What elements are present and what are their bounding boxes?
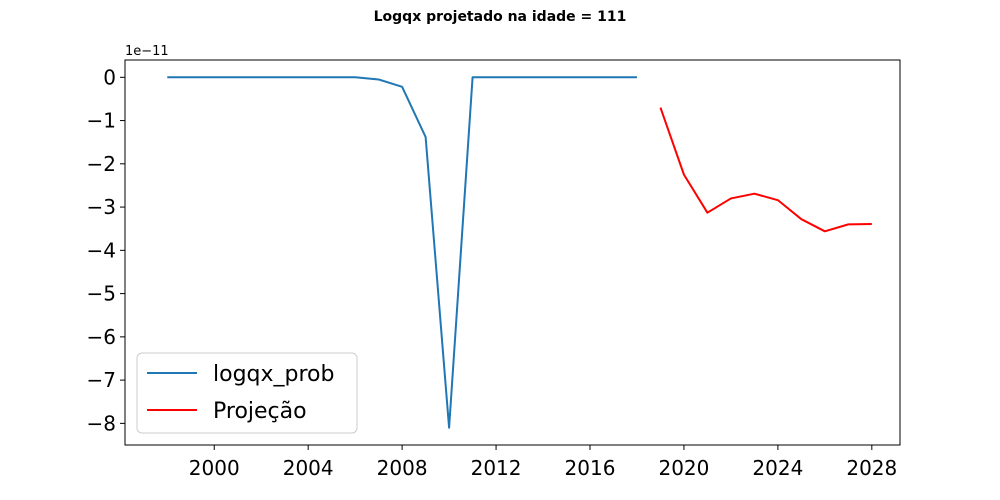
x-tick-label: 2008 xyxy=(377,456,428,480)
legend-label-logqx-prob: logqx_prob xyxy=(213,362,334,387)
plot-area xyxy=(167,76,872,429)
y-tick-label: −2 xyxy=(87,152,116,176)
y-tick-label: −3 xyxy=(87,195,116,219)
y-tick-label: −7 xyxy=(87,368,116,392)
legend-label-projecao: Projeção xyxy=(213,399,307,424)
y-tick-label: −6 xyxy=(87,325,116,349)
series-line-proje-o xyxy=(659,107,872,233)
x-tick-label: 2020 xyxy=(658,456,709,480)
x-tick-label: 2012 xyxy=(471,456,522,480)
y-tick-label: 0 xyxy=(103,65,116,89)
legend: logqx_prob Projeção xyxy=(136,352,358,434)
x-tick-label: 2028 xyxy=(846,456,897,480)
y-tick-label: −4 xyxy=(87,238,116,262)
x-tick-label: 2004 xyxy=(283,456,334,480)
y-offset-label: 1e−11 xyxy=(125,44,169,59)
y-tick-label: −8 xyxy=(87,411,116,435)
x-tick-label: 2024 xyxy=(752,456,803,480)
chart-title: Logqx projetado na idade = 111 xyxy=(374,9,627,25)
x-tick-label: 2016 xyxy=(565,456,616,480)
y-tick-label: −5 xyxy=(87,282,116,306)
x-tick-label: 2000 xyxy=(189,456,240,480)
y-tick-label: −1 xyxy=(87,109,116,133)
series-line-logqx-prob xyxy=(167,76,637,429)
plot-frame xyxy=(124,59,901,446)
